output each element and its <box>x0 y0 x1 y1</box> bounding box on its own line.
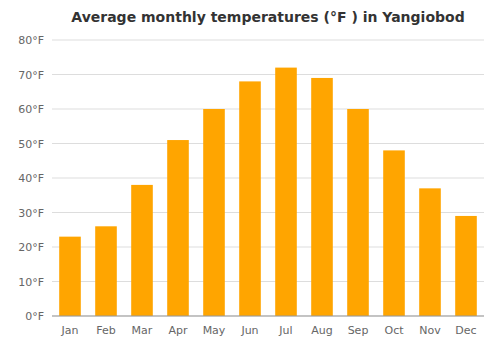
bar <box>239 81 261 316</box>
bar <box>383 150 405 316</box>
x-tick-label: Nov <box>419 324 441 337</box>
grid-line <box>52 178 484 179</box>
bar <box>59 237 81 316</box>
y-axis: 0°F 10°F 20°F 30°F 40°F 50°F 60°F 70°F 80°F <box>18 34 484 323</box>
y-tick-label: 40°F <box>18 172 44 185</box>
x-axis-line <box>52 316 484 317</box>
grid-line <box>52 143 484 144</box>
grid-line <box>52 316 484 317</box>
bar <box>311 78 333 316</box>
bar <box>455 216 477 316</box>
x-tick-label: Sep <box>348 324 369 337</box>
x-tick-label: Feb <box>96 324 115 337</box>
x-tick-label: Aug <box>311 324 332 337</box>
bar <box>347 109 369 316</box>
x-tick-label: Jan <box>61 324 79 337</box>
y-tick-label: 10°F <box>18 276 44 289</box>
x-axis: Jan Feb Mar Apr May Jun Jul Aug Sep Oct Nov Dec <box>52 316 484 337</box>
y-tick-label: 20°F <box>18 241 44 254</box>
grid-line <box>52 109 484 110</box>
grid-line <box>52 74 484 75</box>
x-tick-label: Dec <box>455 324 476 337</box>
bar <box>131 185 153 316</box>
y-tick-label: 60°F <box>18 103 44 116</box>
y-tick-label: 80°F <box>18 34 44 47</box>
x-tick-label: May <box>203 324 226 337</box>
x-tick-label: Apr <box>168 324 188 337</box>
x-tick-label: Oct <box>384 324 404 337</box>
bars <box>59 68 477 316</box>
y-tick-label: 50°F <box>18 138 44 151</box>
x-tick-label: Jul <box>278 324 292 337</box>
bar <box>95 226 117 316</box>
chart: Average monthly temperatures (°F ) in Ya… <box>0 0 500 350</box>
bar <box>167 140 189 316</box>
y-tick-label: 0°F <box>25 310 44 323</box>
y-tick-label: 70°F <box>18 69 44 82</box>
bar <box>275 68 297 316</box>
bar <box>419 188 441 316</box>
y-tick-label: 30°F <box>18 207 44 220</box>
x-tick-label: Mar <box>132 324 153 337</box>
x-tick-label: Jun <box>240 324 258 337</box>
grid-line <box>52 40 484 41</box>
bar <box>203 109 225 316</box>
title: Average monthly temperatures (°F ) in Ya… <box>71 9 464 25</box>
chart-container: Average monthly temperatures (°F ) in Ya… <box>0 0 500 350</box>
